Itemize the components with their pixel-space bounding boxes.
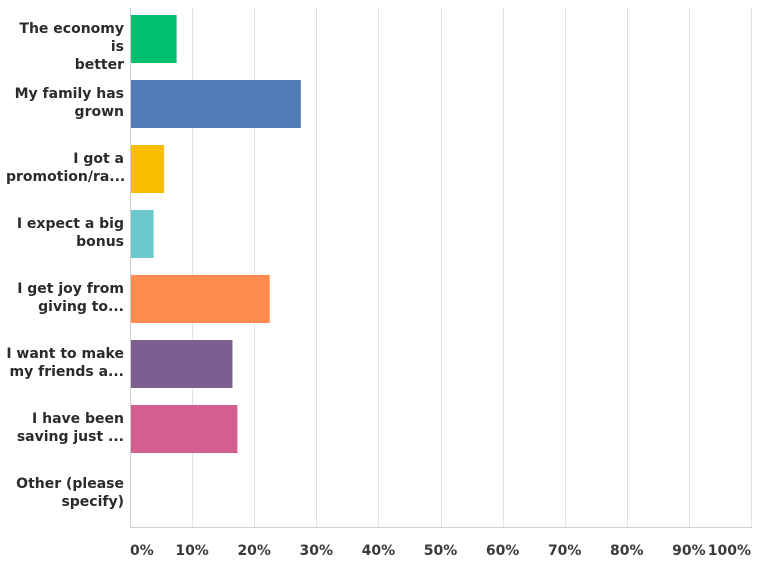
category-label-line: I got a <box>73 151 124 167</box>
x-tick-label: 40% <box>362 543 396 559</box>
category-label: The economy is better <box>6 20 124 74</box>
category-label-line: better <box>74 57 124 73</box>
bar[interactable] <box>131 405 238 453</box>
category-label: I have been saving just ... <box>6 410 124 446</box>
category-label: I got a promotion/ra... <box>6 150 126 186</box>
x-tick-label: 0% <box>130 543 154 559</box>
category-label: Other (please specify) <box>6 475 124 511</box>
category-label-line: I want to make <box>6 346 124 362</box>
x-tick-label: 30% <box>300 543 334 559</box>
bar[interactable] <box>131 340 233 388</box>
category-label-line: I have been <box>32 411 124 427</box>
category-label-line: promotion/ra... <box>6 169 126 185</box>
category-label-line: bonus <box>76 234 124 250</box>
category-label-line: grown <box>74 104 124 120</box>
bar[interactable] <box>131 145 165 193</box>
category-label-line: saving just ... <box>16 429 124 445</box>
x-tick-label: 100% <box>708 543 751 559</box>
x-tick-label: 10% <box>175 543 209 559</box>
category-label-line: specify) <box>61 494 124 510</box>
category-label-line: The economy is <box>19 21 124 55</box>
x-tick-label: 80% <box>610 543 644 559</box>
category-label: My family has grown <box>6 85 124 121</box>
x-axis: 0% 10% 20% 30% 40% 50% 60% 70% 80% 90% 100% <box>130 8 752 559</box>
category-label-line: My family has <box>14 86 124 102</box>
category-label-line: Other (please <box>16 476 124 492</box>
bar[interactable] <box>131 210 154 258</box>
x-tick-label: 50% <box>424 543 458 559</box>
category-label: I want to make my friends a... <box>6 345 124 381</box>
bar[interactable] <box>131 80 301 128</box>
category-label: I expect a big bonus <box>6 215 124 251</box>
x-tick-label: 60% <box>486 543 520 559</box>
bar[interactable] <box>131 15 177 63</box>
category-label: I get joy from giving to... <box>6 280 124 316</box>
bar[interactable] <box>131 275 270 323</box>
category-label-line: my friends a... <box>9 364 124 380</box>
category-label-line: giving to... <box>38 299 124 315</box>
x-tick-label: 20% <box>237 543 271 559</box>
x-tick-label: 70% <box>548 543 582 559</box>
bars <box>131 15 301 453</box>
x-tick-label: 90% <box>672 543 706 559</box>
category-label-line: I get joy from <box>17 281 124 297</box>
category-label-line: I expect a big <box>16 216 124 232</box>
